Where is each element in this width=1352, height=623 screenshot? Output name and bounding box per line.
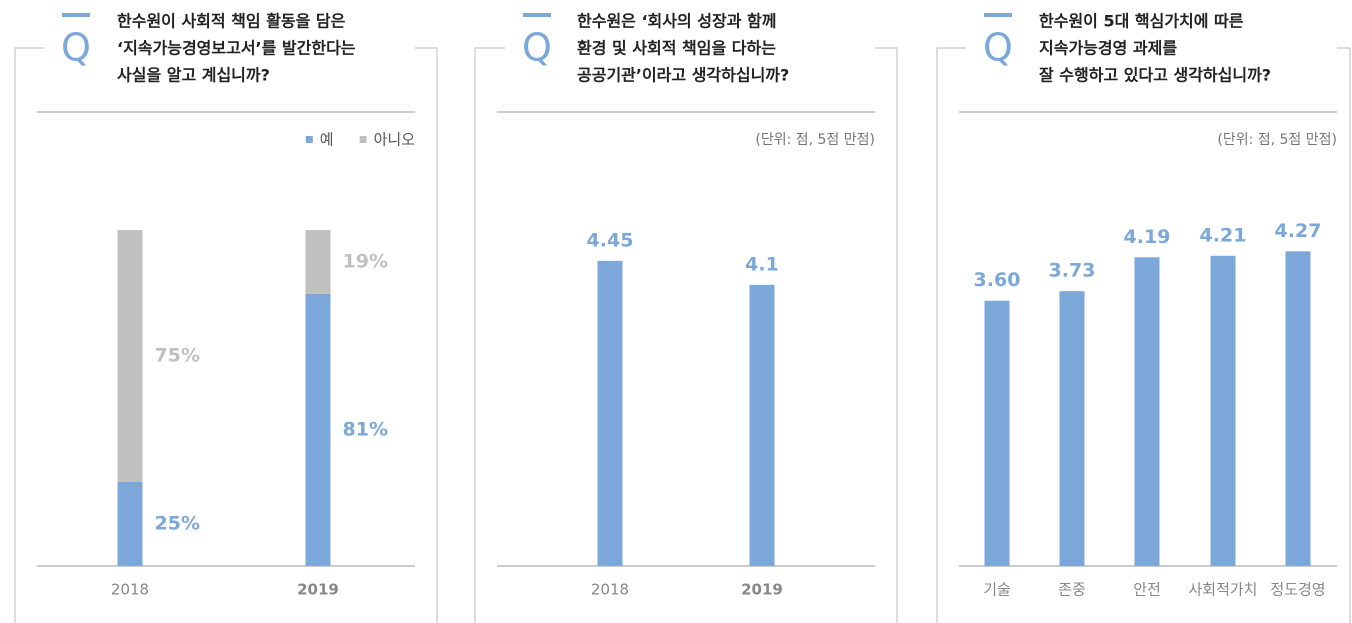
title-line: 한수원이 5대 핵심가치에 따른 [1039, 12, 1244, 31]
title-line: 환경 및 사회적 책임을 다하는 [577, 39, 776, 58]
data-label: 81% [343, 418, 388, 440]
data-label: 19% [343, 250, 388, 272]
unit-note: (단위: 점, 5점 만점) [755, 132, 875, 148]
legend-label: 예 [320, 131, 334, 149]
bar [984, 300, 1010, 566]
data-label: 25% [155, 513, 200, 535]
data-label: 4.19 [1124, 226, 1171, 248]
bar [1285, 251, 1311, 567]
q-icon: Q [522, 26, 552, 70]
x-tick-label: 기술 [983, 581, 1011, 599]
data-label: 3.73 [1049, 260, 1096, 282]
q-bar [984, 13, 1012, 17]
legend-swatch [359, 136, 367, 143]
data-label: 75% [155, 345, 200, 367]
data-label: 4.45 [587, 229, 634, 251]
title-line: 공공기관’이라고 생각하십니까? [577, 66, 789, 85]
bar-segment [305, 293, 331, 566]
x-tick-label: 존중 [1058, 581, 1086, 599]
title-line: 잘 수행하고 있다고 생각하십니까? [1039, 66, 1271, 85]
title-line: 사실을 알고 계십니까? [117, 66, 270, 85]
bar [1059, 291, 1085, 566]
data-label: 4.21 [1200, 224, 1247, 246]
data-label: 4.1 [745, 253, 779, 275]
data-label: 4.27 [1275, 220, 1322, 242]
bar-segment [117, 482, 143, 566]
x-tick-label: 2019 [741, 581, 783, 599]
q-bar [62, 13, 90, 17]
legend-label: 아니오 [374, 131, 416, 149]
panel-frame [14, 47, 438, 623]
title-line: 지속가능경영 과제를 [1039, 39, 1177, 58]
bar-segment [117, 230, 143, 482]
x-tick-label: 안전 [1133, 581, 1161, 599]
x-tick-label: 2018 [111, 581, 149, 599]
title-line: 한수원은 ‘회사의 성장과 함께 [577, 12, 776, 31]
x-tick-label: 2018 [591, 581, 629, 599]
q-icon: Q [983, 26, 1013, 70]
panel-frame [474, 47, 898, 623]
unit-note: (단위: 점, 5점 만점) [1217, 132, 1337, 148]
q-icon: Q [61, 26, 91, 70]
legend-swatch [305, 136, 313, 143]
bar [1134, 257, 1160, 566]
title-line: ‘지속가능경영보고서’를 발간한다는 [117, 39, 356, 58]
panel-frame [936, 47, 1351, 623]
x-tick-label: 사회적가치 [1188, 581, 1257, 599]
q-bar [523, 13, 551, 17]
title-line: 한수원이 사회적 책임 활동을 담은 [117, 12, 346, 31]
bar [597, 260, 623, 566]
x-tick-label: 정도경영 [1270, 581, 1325, 599]
bar [749, 284, 775, 566]
bar-segment [305, 230, 331, 294]
x-tick-label: 2019 [297, 581, 339, 599]
bar [1210, 255, 1236, 566]
data-label: 3.60 [974, 269, 1021, 291]
